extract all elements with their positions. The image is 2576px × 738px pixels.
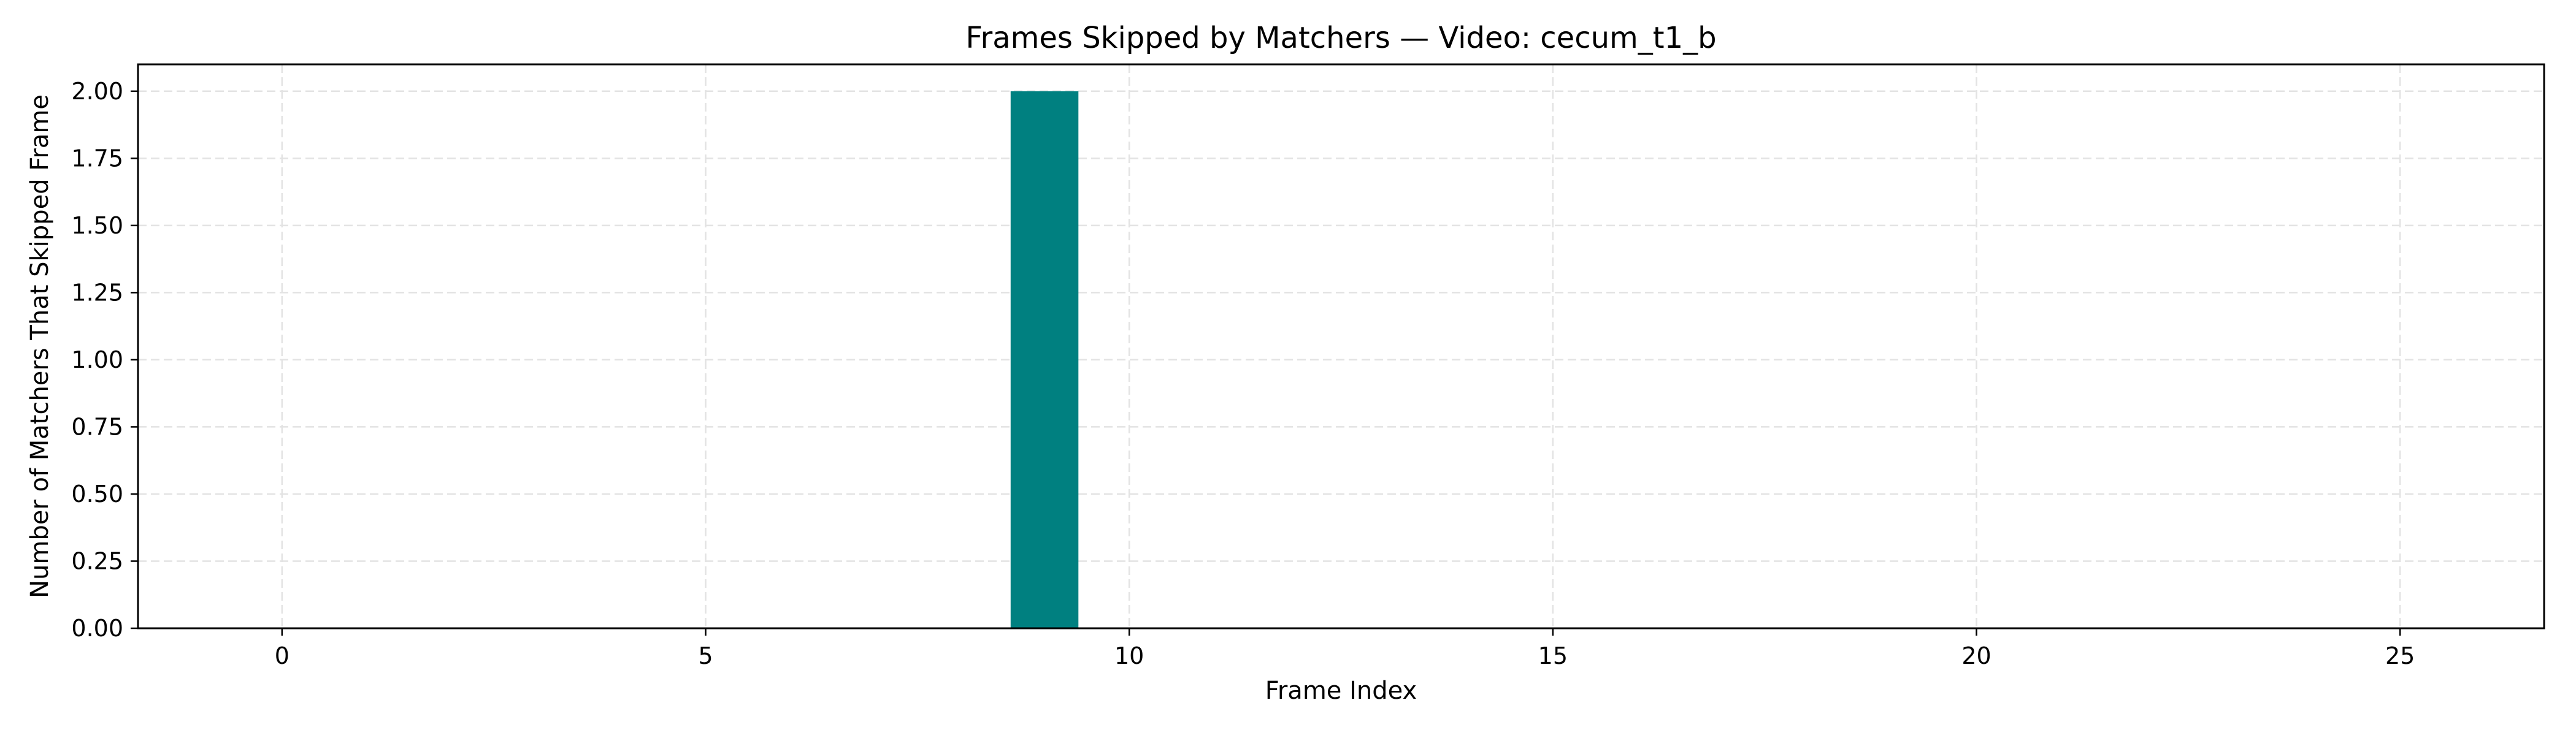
x-tick-label: 10 — [1114, 642, 1144, 669]
x-tick-label: 25 — [2385, 642, 2415, 669]
ticks: 0 5 10 15 20 25 0.00 0.25 0.50 0.75 1.00 1.25 1.50 1.… — [71, 78, 2415, 669]
x-tick-label: 15 — [1538, 642, 1568, 669]
y-tick-label: 0.00 — [71, 615, 123, 642]
y-tick-label: 1.00 — [71, 346, 123, 373]
y-tick-label: 1.75 — [71, 145, 123, 172]
x-axis-label: Frame Index — [1265, 677, 1417, 705]
y-axis-label: Number of Matchers That Skipped Frame — [26, 94, 54, 598]
chart-title: Frames Skipped by Matchers — Video: cecu… — [965, 21, 1716, 55]
x-tick-label: 5 — [698, 642, 713, 669]
y-tick-label: 0.75 — [71, 413, 123, 440]
plot-frame — [137, 63, 2545, 630]
y-tick-label: 1.50 — [71, 212, 123, 239]
y-tick-label: 0.50 — [71, 481, 123, 508]
x-tick-label: 0 — [275, 642, 289, 669]
bars — [1010, 91, 1079, 629]
y-tick-label: 1.25 — [71, 279, 123, 306]
x-tick-label: 20 — [1961, 642, 1991, 669]
grid — [138, 64, 2544, 630]
y-tick-label: 2.00 — [71, 78, 123, 105]
bar-frame-9 — [1010, 91, 1079, 629]
y-tick-label: 0.25 — [71, 547, 123, 574]
